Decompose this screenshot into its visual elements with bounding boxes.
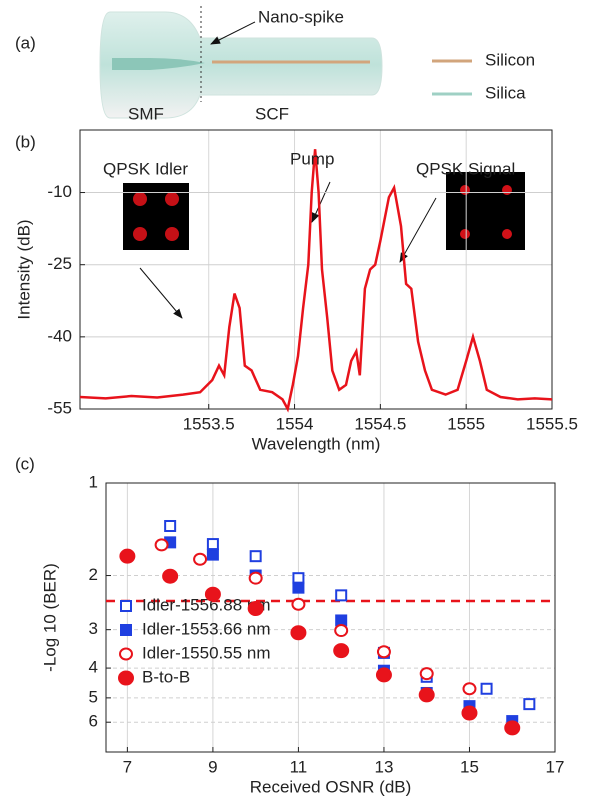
legend-marker [120,600,132,612]
y-tick-label: 5 [89,687,98,706]
x-axis-label: Received OSNR (dB) [250,777,412,796]
marker [480,682,493,695]
x-tick-label: 1553.5 [183,414,235,433]
y-tick-label: -10 [47,182,72,201]
y-tick-label: 1 [89,472,98,491]
y-tick-label: -25 [47,254,72,273]
legend-label: Idler-1556.88 nm [142,595,271,614]
marker [164,519,177,532]
constellation-idler [123,183,189,250]
dots [133,192,179,241]
marker [292,581,305,594]
x-tick-label: 7 [123,757,132,776]
legend-label: Silica [485,83,526,102]
arrow [399,197,437,263]
y-tick-label: 3 [89,619,98,638]
annotation: QPSK Idler [103,159,188,178]
marker [461,705,478,721]
x-tick-label: 1555.5 [526,414,578,433]
marker [290,625,307,641]
legend-label: Idler-1553.66 nm [142,619,271,638]
marker [204,586,221,602]
marker [418,687,435,703]
marker [291,597,306,611]
y-tick-label: 2 [89,565,98,584]
fiber [99,11,383,119]
marker [334,624,349,638]
panel-a: (a) Nano-spike SMF SCF Silicon Silica [15,6,535,123]
fiber-core [112,58,205,70]
constellation-signal [446,172,525,250]
marker [247,600,264,616]
marker [419,667,434,681]
annotation: Pump [290,149,334,168]
y-axis-label: Intensity (dB) [14,219,33,319]
marker [206,548,219,561]
legend-marker [118,670,134,686]
label: Nano-spike [258,7,344,26]
legend-label: B-to-B [142,667,190,686]
marker [335,589,348,602]
marker [335,614,348,627]
x-tick-label: 13 [374,757,393,776]
marker [206,538,219,551]
arrow [210,21,256,45]
marker [193,552,208,566]
label: SCF [255,104,289,123]
marker [333,643,350,659]
x-tick-label: 17 [546,757,565,776]
x-tick-label: 1554.5 [354,414,406,433]
marker [249,550,262,563]
panel-label: (c) [15,454,35,473]
legend-marker [119,647,133,661]
label: SMF [128,104,164,123]
marker [248,571,263,585]
legend-label: Idler-1550.55 nm [142,643,271,662]
spectrum-line [79,149,553,413]
y-tick-label: 4 [89,658,98,677]
x-tick-label: 9 [208,757,217,776]
y-axis-label: -Log 10 (BER) [40,563,59,672]
y-tick-label: 6 [89,712,98,731]
panel-label: (a) [15,33,36,52]
x-tick-label: 11 [290,757,308,776]
legend-label: Silicon [485,50,535,69]
annotation: QPSK Signal [416,159,515,178]
y-tick-label: -55 [47,398,72,417]
y-tick-label: -40 [47,326,72,345]
arrow [311,181,331,223]
marker [375,667,392,683]
plot-frame [79,129,553,410]
x-tick-label: 1555 [447,414,485,433]
marker [462,682,477,696]
marker [504,720,521,736]
panel-label: (b) [15,132,36,151]
marker [376,645,391,659]
plot-frame [105,482,556,753]
marker [523,698,536,711]
x-tick-label: 15 [460,757,479,776]
arrow [139,267,183,319]
x-tick-label: 1554 [276,414,314,433]
x-axis-label: Wavelength (nm) [252,434,381,453]
marker [162,568,179,584]
legend: Silicon Silica [432,50,535,102]
marker [119,548,136,564]
legend-marker [120,624,132,636]
marker [154,538,169,552]
